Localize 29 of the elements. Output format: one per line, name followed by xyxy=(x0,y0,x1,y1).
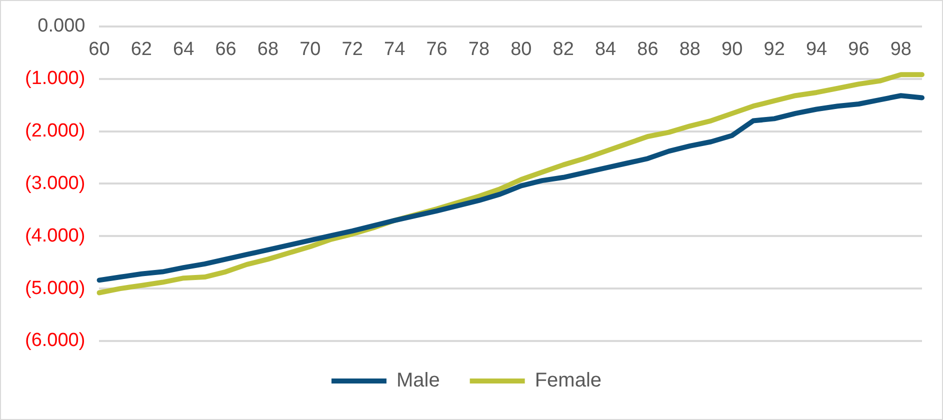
x-tick-label: 86 xyxy=(637,39,658,60)
x-tick-label: 90 xyxy=(722,39,743,60)
x-tick-label: 64 xyxy=(173,39,195,60)
x-tick-label: 70 xyxy=(300,39,321,60)
y-tick-label: (4.000) xyxy=(25,225,86,246)
x-tick-label: 80 xyxy=(510,39,532,60)
x-tick-label: 98 xyxy=(890,39,912,60)
x-tick-label: 66 xyxy=(215,39,236,60)
y-tick-label: (1.000) xyxy=(25,68,86,90)
x-tick-label: 68 xyxy=(257,39,279,60)
x-tick-label: 60 xyxy=(88,39,110,60)
x-tick-label: 78 xyxy=(468,39,490,60)
y-tick-label: (6.000) xyxy=(25,330,86,352)
x-tick-label: 62 xyxy=(130,39,152,60)
x-tick-label: 92 xyxy=(764,39,785,60)
legend-label: Male xyxy=(396,370,440,392)
x-tick-label: 82 xyxy=(552,39,574,60)
x-tick-label: 76 xyxy=(426,39,448,60)
y-tick-label: 0.000 xyxy=(38,16,86,37)
legend-label: Female xyxy=(534,370,602,392)
y-tick-label: (2.000) xyxy=(25,120,86,142)
x-tick-label: 84 xyxy=(594,39,617,60)
y-tick-label: (5.000) xyxy=(25,278,86,299)
x-tick-label: 96 xyxy=(848,39,870,60)
y-tick-label: (3.000) xyxy=(25,172,86,194)
x-tick-label: 74 xyxy=(384,39,406,60)
x-tick-label: 94 xyxy=(806,39,828,60)
x-tick-label: 88 xyxy=(679,39,700,60)
x-tick-label: 72 xyxy=(342,39,363,60)
